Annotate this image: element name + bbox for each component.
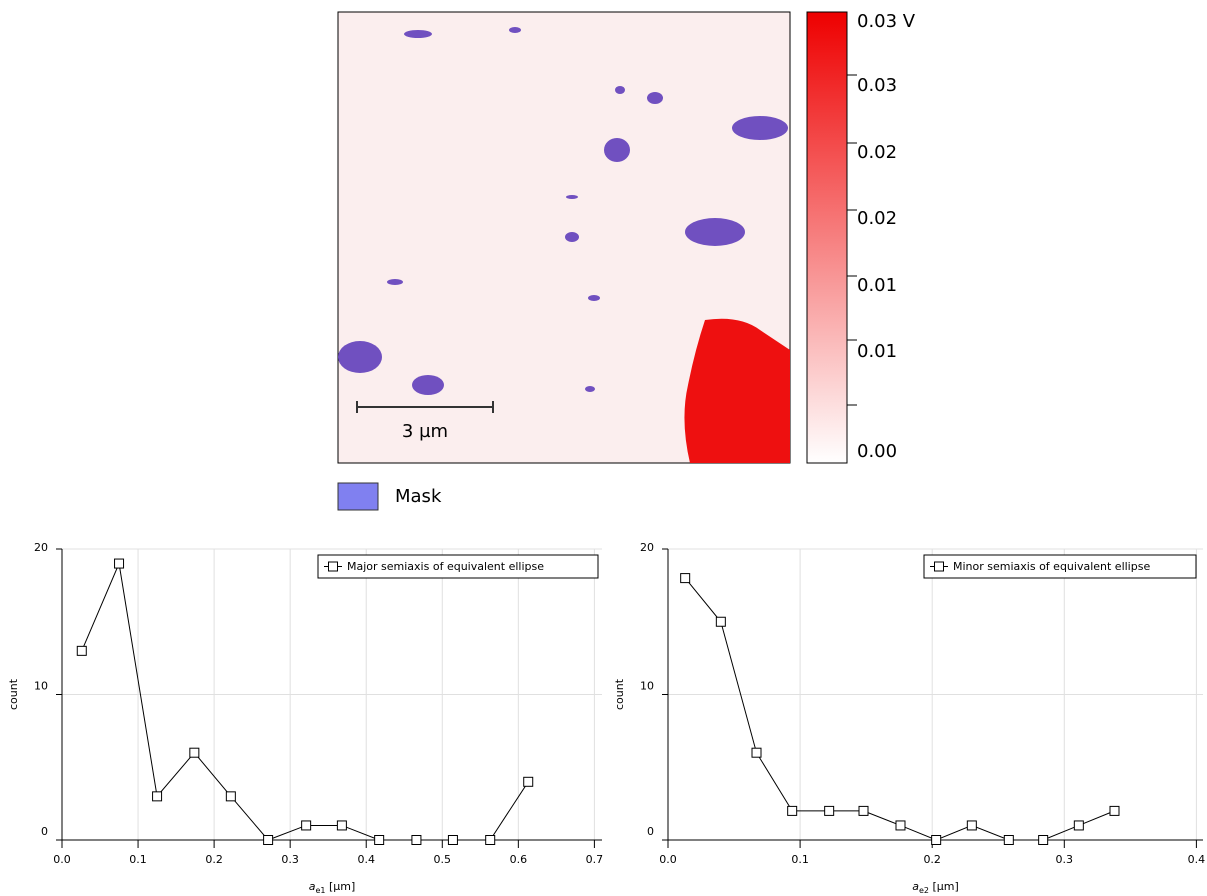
- series-line: [684, 577, 1115, 841]
- point-marker: [189, 747, 200, 758]
- point-marker: [1073, 820, 1084, 831]
- point-marker: [931, 835, 942, 845]
- x-tick-label: 0.2: [923, 853, 941, 866]
- x-label-unit: [µm]: [329, 880, 355, 893]
- x-tick-label: 0.3: [1056, 853, 1074, 866]
- point-marker: [301, 820, 312, 831]
- point-marker: [824, 805, 835, 816]
- point-marker: [225, 791, 236, 802]
- x-tick-label: 0.1: [129, 853, 147, 866]
- point-marker: [1109, 805, 1120, 816]
- x-label-sub: e2: [919, 886, 929, 895]
- y-axis-label: count: [613, 678, 626, 710]
- y-axis-label: count: [7, 678, 20, 710]
- point-marker: [751, 747, 762, 758]
- scale-bar-label: 3 µm: [402, 421, 448, 442]
- point-marker: [336, 820, 347, 831]
- colorbar: [806, 11, 848, 464]
- colorbar-label: 0.01: [857, 275, 897, 296]
- point-marker: [1003, 835, 1014, 845]
- legend-marker: [934, 561, 944, 572]
- colorbar-label: 0.03 V: [857, 11, 916, 32]
- point-marker: [374, 835, 385, 845]
- series-line: [81, 561, 529, 841]
- point-marker: [680, 573, 691, 584]
- y-tick-label: 20: [640, 541, 654, 554]
- point-marker: [263, 835, 274, 845]
- legend-box: [317, 554, 599, 579]
- x-label-unit: [µm]: [932, 880, 958, 893]
- x-tick-label: 0.4: [357, 853, 375, 866]
- y-tick-label: 10: [34, 680, 48, 693]
- point-marker: [485, 835, 496, 845]
- x-tick-label: 0.0: [659, 853, 677, 866]
- scale-bar: [356, 401, 494, 413]
- red-region: [684, 318, 790, 463]
- x-tick-label: 0.4: [1188, 853, 1206, 866]
- point-marker: [152, 791, 163, 802]
- point-marker: [447, 835, 458, 845]
- y-tick-label: 0: [41, 825, 48, 838]
- x-label-sub: e1: [315, 886, 325, 895]
- x-axis-label: ae2 [µm]: [912, 880, 959, 895]
- point-marker: [715, 616, 726, 627]
- x-tick-label: 0.1: [791, 853, 809, 866]
- y-tick-label: 10: [640, 680, 654, 693]
- colorbar-label: 0.02: [857, 208, 897, 229]
- mask-blobs: [338, 27, 788, 395]
- x-tick-label: 0.0: [53, 853, 71, 866]
- legend-label: Minor semiaxis of equivalent ellipse: [953, 560, 1150, 573]
- x-axis-label: ae1 [µm]: [309, 880, 356, 895]
- legend-marker: [328, 561, 338, 572]
- mask-swatch: [337, 482, 379, 511]
- point-marker: [114, 558, 125, 569]
- point-marker: [523, 776, 534, 787]
- mask-label: Mask: [395, 486, 442, 507]
- legend-label: Major semiaxis of equivalent ellipse: [347, 560, 544, 573]
- y-tick-label: 20: [34, 541, 48, 554]
- point-marker: [787, 805, 798, 816]
- y-tick-label: 0: [647, 825, 654, 838]
- colorbar-ticks: [847, 74, 857, 406]
- point-marker: [895, 820, 906, 831]
- colorbar-label: 0.00: [857, 441, 897, 462]
- x-label-symbol: a: [309, 880, 316, 893]
- x-label-symbol: a: [912, 880, 919, 893]
- x-tick-label: 0.5: [434, 853, 452, 866]
- point-marker: [966, 820, 977, 831]
- point-marker: [1038, 835, 1049, 845]
- point-marker: [411, 835, 422, 845]
- x-tick-label: 0.7: [586, 853, 604, 866]
- colorbar-label: 0.01: [857, 341, 897, 362]
- x-tick-label: 0.2: [205, 853, 223, 866]
- x-tick-label: 0.6: [510, 853, 528, 866]
- x-tick-label: 0.3: [281, 853, 299, 866]
- colorbar-label: 0.02: [857, 142, 897, 163]
- point-marker: [858, 805, 869, 816]
- colorbar-label: 0.03: [857, 75, 897, 96]
- point-marker: [76, 645, 87, 656]
- legend-box: [923, 554, 1197, 579]
- image-panel: 3 µm Mask: [337, 11, 857, 511]
